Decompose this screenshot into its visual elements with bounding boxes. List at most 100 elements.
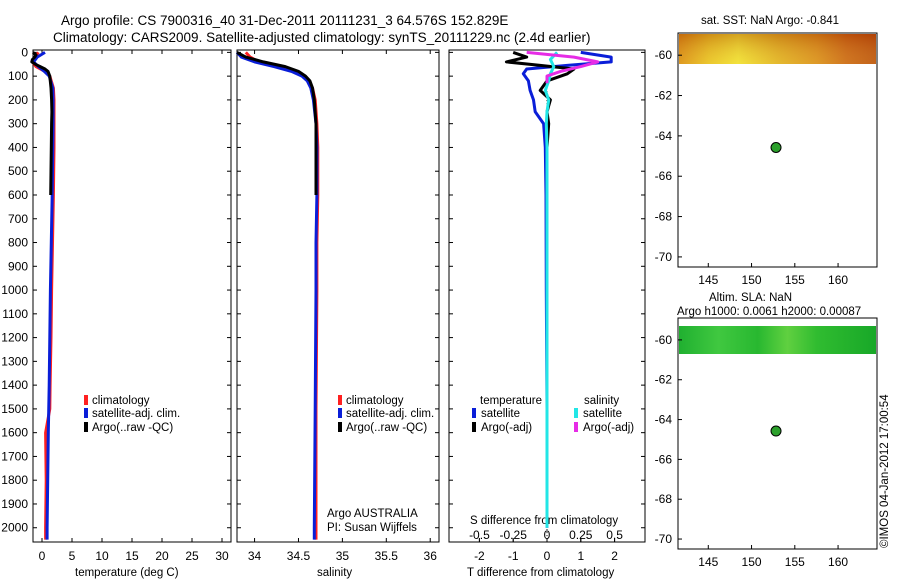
float-position-marker <box>770 425 782 437</box>
temperature-panel <box>32 49 232 543</box>
sla-map-title-2: Argo h1000: 0.0061 h2000: 0.00087 <box>677 306 861 318</box>
legend-swatch-satellite <box>338 408 342 418</box>
x-tick-label-s: 0.5 <box>606 528 623 542</box>
map-x-tick-label: 150 <box>742 273 762 287</box>
salinity-xlabel: salinity <box>317 567 352 579</box>
x-tick-label: 25 <box>185 549 199 563</box>
x-tick-label: 5 <box>69 549 76 563</box>
y-tick-label: 1500 <box>1 402 28 416</box>
legend-swatch-argo <box>338 422 342 432</box>
y-tick-label: 1400 <box>1 378 28 392</box>
x-tick-label-s: -0.5 <box>469 528 490 542</box>
map-y-tick-label: -66 <box>655 169 673 183</box>
series-line-salinity-argo-adj- <box>526 50 600 84</box>
y-tick-label: 200 <box>8 93 28 107</box>
sla-heatmap <box>679 326 876 354</box>
legend-swatch-satellite <box>84 408 88 418</box>
y-tick-label: 1300 <box>1 354 28 368</box>
y-tick-label: 600 <box>8 188 28 202</box>
temperature-legend: climatology satellite-adj. clim. Argo(..… <box>84 395 180 434</box>
y-tick-label: 400 <box>8 140 28 154</box>
y-tick-label: 1600 <box>1 426 28 440</box>
map-y-tick-label: -62 <box>655 373 673 387</box>
series-line-argo-raw-qc- <box>30 51 54 196</box>
x-tick-label: 34 <box>248 549 262 563</box>
y-tick-label: 1100 <box>2 307 28 321</box>
legend-label: Argo(..raw -QC) <box>92 422 173 434</box>
x-tick-label: 30 <box>215 549 229 563</box>
y-tick-label: 900 <box>8 259 28 273</box>
legend-swatch-argo <box>84 422 88 432</box>
x-tick-label: 0 <box>39 549 46 563</box>
map-y-tick-label: -60 <box>655 48 673 62</box>
map-y-tick-label: -70 <box>655 250 673 264</box>
y-tick-label: 700 <box>8 212 28 226</box>
map-x-tick-label: 145 <box>698 273 718 287</box>
y-tick-label: 1900 <box>1 497 28 511</box>
map-x-tick-label: 150 <box>742 555 762 569</box>
temperature-xlabel: temperature (deg C) <box>75 567 179 579</box>
legend-swatch-climatology <box>84 395 88 405</box>
x-tick-label: 35.5 <box>375 549 399 563</box>
legend-header-temperature: temperature <box>480 395 542 407</box>
x-tick-label: 2 <box>611 549 618 563</box>
legend-label: Argo(-adj) <box>481 422 532 434</box>
x-tick-label: 34.5 <box>287 549 311 563</box>
series-line-salinity-satellite <box>543 51 559 528</box>
legend-swatch-s-satellite <box>574 408 578 418</box>
y-tick-label: 1800 <box>1 473 28 487</box>
legend-label: climatology <box>346 395 404 407</box>
y-tick-label: 0 <box>21 45 28 59</box>
x-tick-label: 0 <box>544 549 551 563</box>
y-tick-label: 500 <box>8 164 28 178</box>
legend-swatch-t-satellite <box>472 408 476 418</box>
legend-header-salinity: salinity <box>584 395 619 407</box>
x-tick-label: 1 <box>577 549 584 563</box>
map-y-tick-label: -60 <box>655 333 673 347</box>
float-position-marker <box>770 141 782 153</box>
sst-map-title: sat. SST: NaN Argo: -0.841 <box>701 15 839 27</box>
map-y-tick-label: -66 <box>655 452 673 466</box>
x-tick-label: -2 <box>474 549 485 563</box>
map-y-tick-label: -68 <box>655 492 673 506</box>
chart-marks: 0100200300400500600700800900100011001200… <box>1 45 848 569</box>
title-line1: Argo profile: CS 7900316_40 31-Dec-2011 … <box>61 13 508 28</box>
legend-label: Argo(..raw -QC) <box>346 422 427 434</box>
x-tick-label-s: 0.25 <box>569 528 593 542</box>
legend-label: satellite-adj. clim. <box>346 408 434 420</box>
map-y-tick-label: -62 <box>655 89 673 103</box>
legend-label: satellite <box>583 408 622 420</box>
x-tick-label: 10 <box>95 549 109 563</box>
watermark: ©IMOS 04-Jan-2012 17:00:54 <box>879 394 891 548</box>
legend-swatch-climatology <box>338 395 342 405</box>
x-tick-label: 36 <box>424 549 438 563</box>
difference-xlabel: T difference from climatology <box>467 567 614 579</box>
x-tick-label: 20 <box>155 549 169 563</box>
x-tick-label: 15 <box>125 549 139 563</box>
legend-label: climatology <box>92 395 150 407</box>
argo-pi: PI: Susan Wijffels <box>327 522 417 534</box>
salinity-panel <box>236 49 440 543</box>
map-x-tick-label: 145 <box>698 555 718 569</box>
y-tick-label: 100 <box>8 69 28 83</box>
map-y-tick-label: -68 <box>655 210 673 224</box>
y-tick-label: 800 <box>8 236 28 250</box>
legend-swatch-t-argo <box>472 422 476 432</box>
map-x-tick-label: 155 <box>785 555 805 569</box>
map-y-tick-label: -64 <box>655 129 673 143</box>
map-x-tick-label: 160 <box>828 555 848 569</box>
difference-xlabel-top: S difference from climatology <box>470 515 618 527</box>
map-x-tick-label: 160 <box>828 273 848 287</box>
x-tick-label-s: 0 <box>544 528 551 542</box>
argo-institution: Argo AUSTRALIA <box>327 508 418 520</box>
map-y-tick-label: -70 <box>655 532 673 546</box>
legend-label: Argo(-adj) <box>583 422 634 434</box>
series-line-argo-raw-qc- <box>236 51 318 195</box>
y-tick-label: 2000 <box>1 521 28 535</box>
y-tick-label: 1000 <box>1 283 28 297</box>
legend-swatch-s-argo <box>574 422 578 432</box>
x-tick-label-s: -0.25 <box>500 528 528 542</box>
map-x-tick-label: 155 <box>785 273 805 287</box>
sst-heatmap-shade <box>679 34 876 64</box>
